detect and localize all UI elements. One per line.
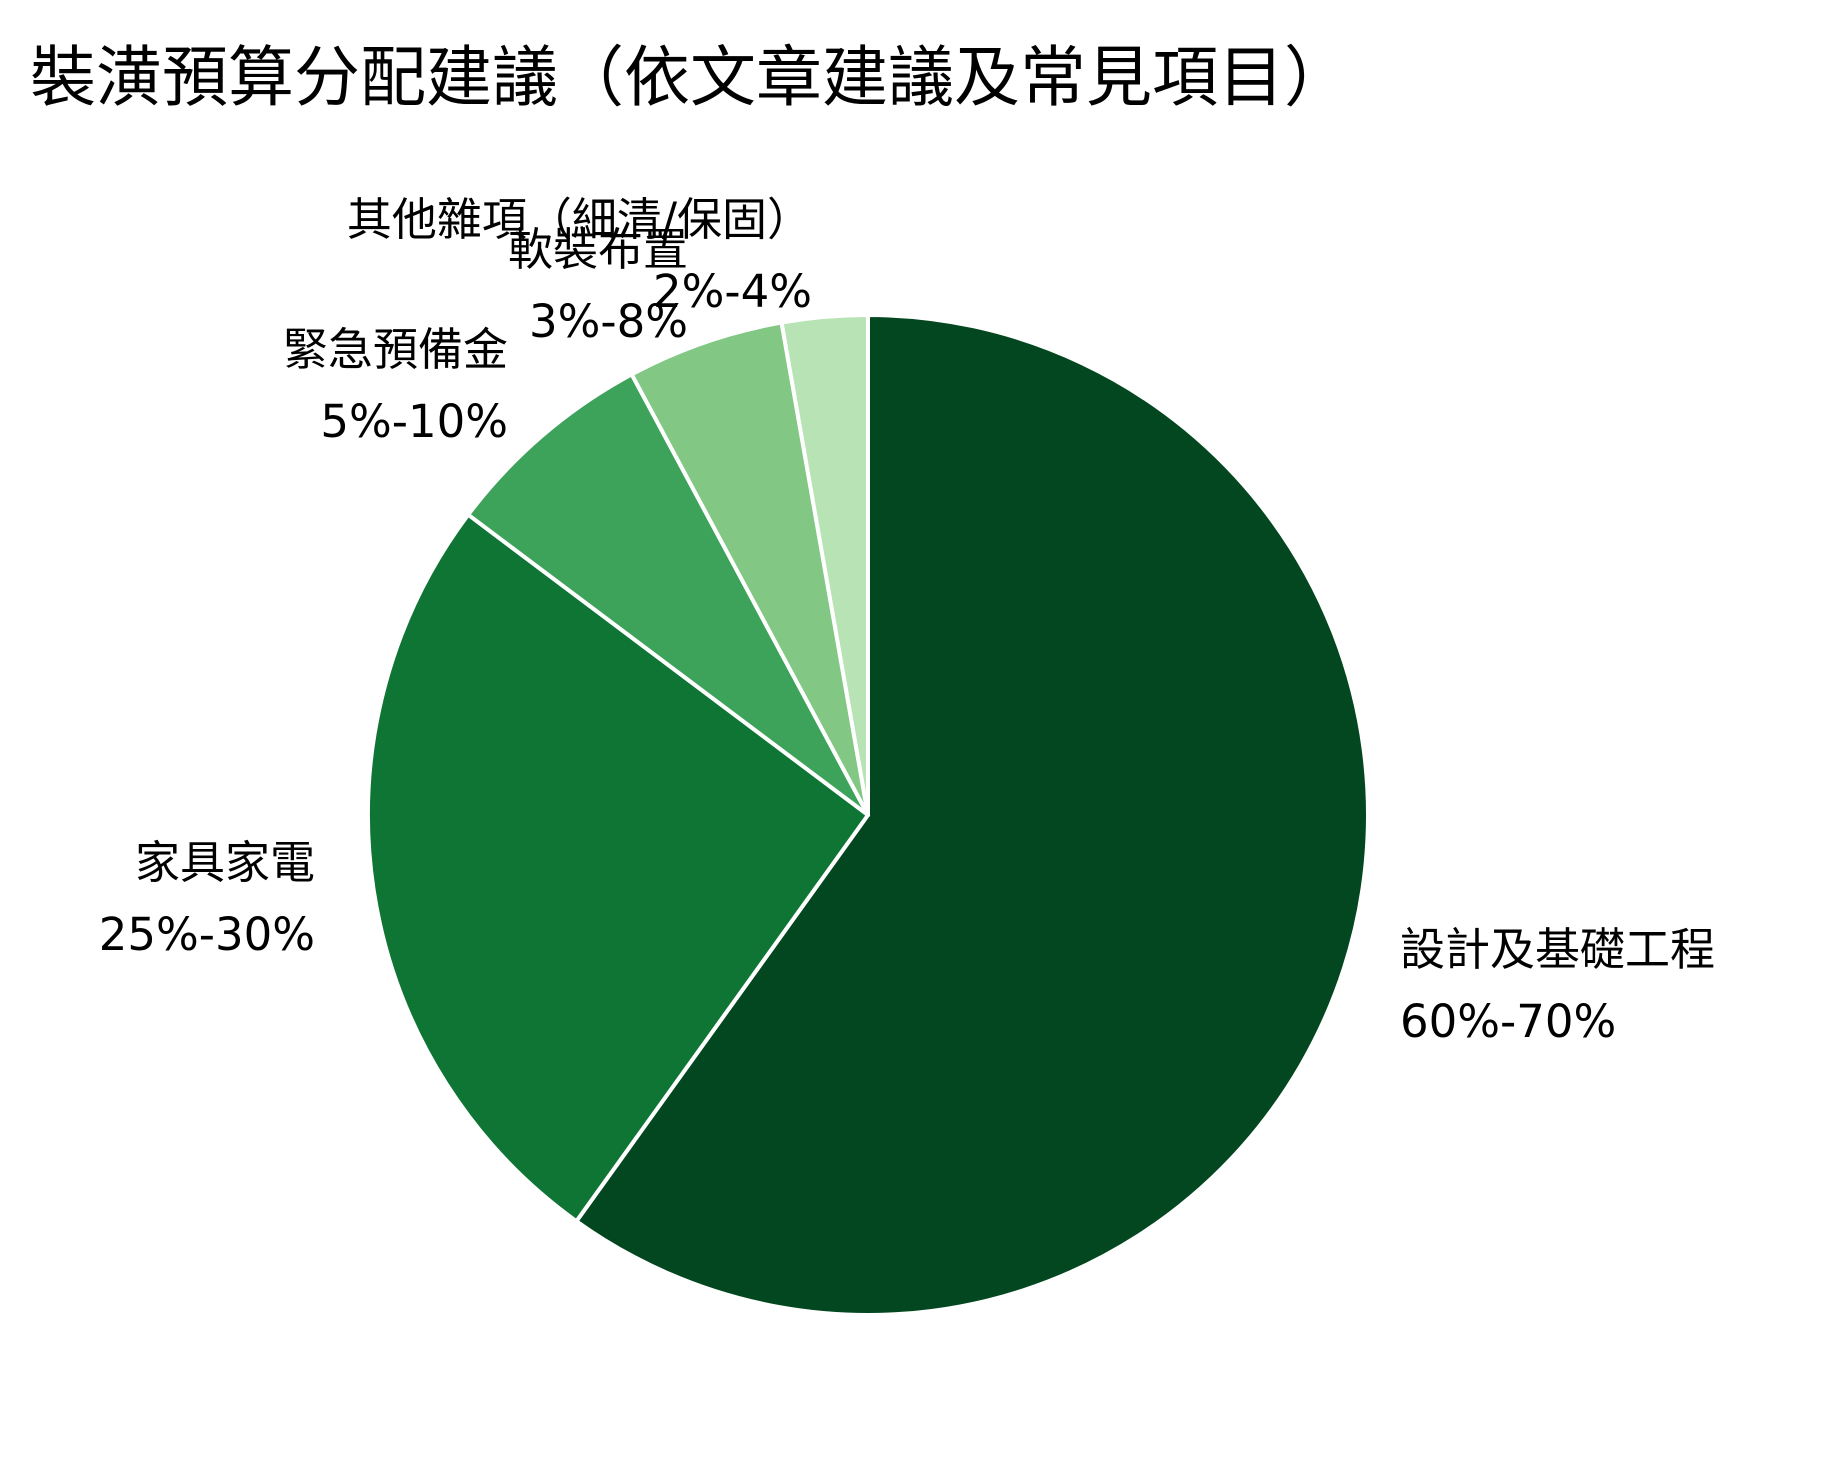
pie-slice-2 <box>366 512 870 1224</box>
slice-labels: 設計及基礎工程 60%-70% 家具家電 25%-30% 緊急預備金 5%-10% 軟裝布置… <box>99 193 1715 1048</box>
slice-range-4: 3%-8% <box>529 295 688 348</box>
pie-slice-5 <box>779 313 870 817</box>
slice-range-3: 5%-10% <box>320 395 508 448</box>
pie-slice-4 <box>629 320 870 817</box>
chart-title: 裝潢預算分配建議（依文章建議及常見項目） <box>30 39 1350 116</box>
pie-slice-3 <box>466 372 870 817</box>
slice-label-2: 家具家電 <box>135 836 315 889</box>
slice-range-1: 60%-70% <box>1400 995 1616 1048</box>
slice-label-3: 緊急預備金 <box>283 323 508 376</box>
slice-label-1: 設計及基礎工程 <box>1400 923 1715 976</box>
slice-range-2: 25%-30% <box>99 908 315 961</box>
slice-label-4: 軟裝布置 <box>508 223 688 276</box>
slice-label-5: 其他雜項（細清/保固） <box>347 193 812 246</box>
slice-range-5: 2%-4% <box>653 265 812 318</box>
pie-slices <box>366 313 1370 1317</box>
pie-slice-1 <box>574 313 1370 1317</box>
